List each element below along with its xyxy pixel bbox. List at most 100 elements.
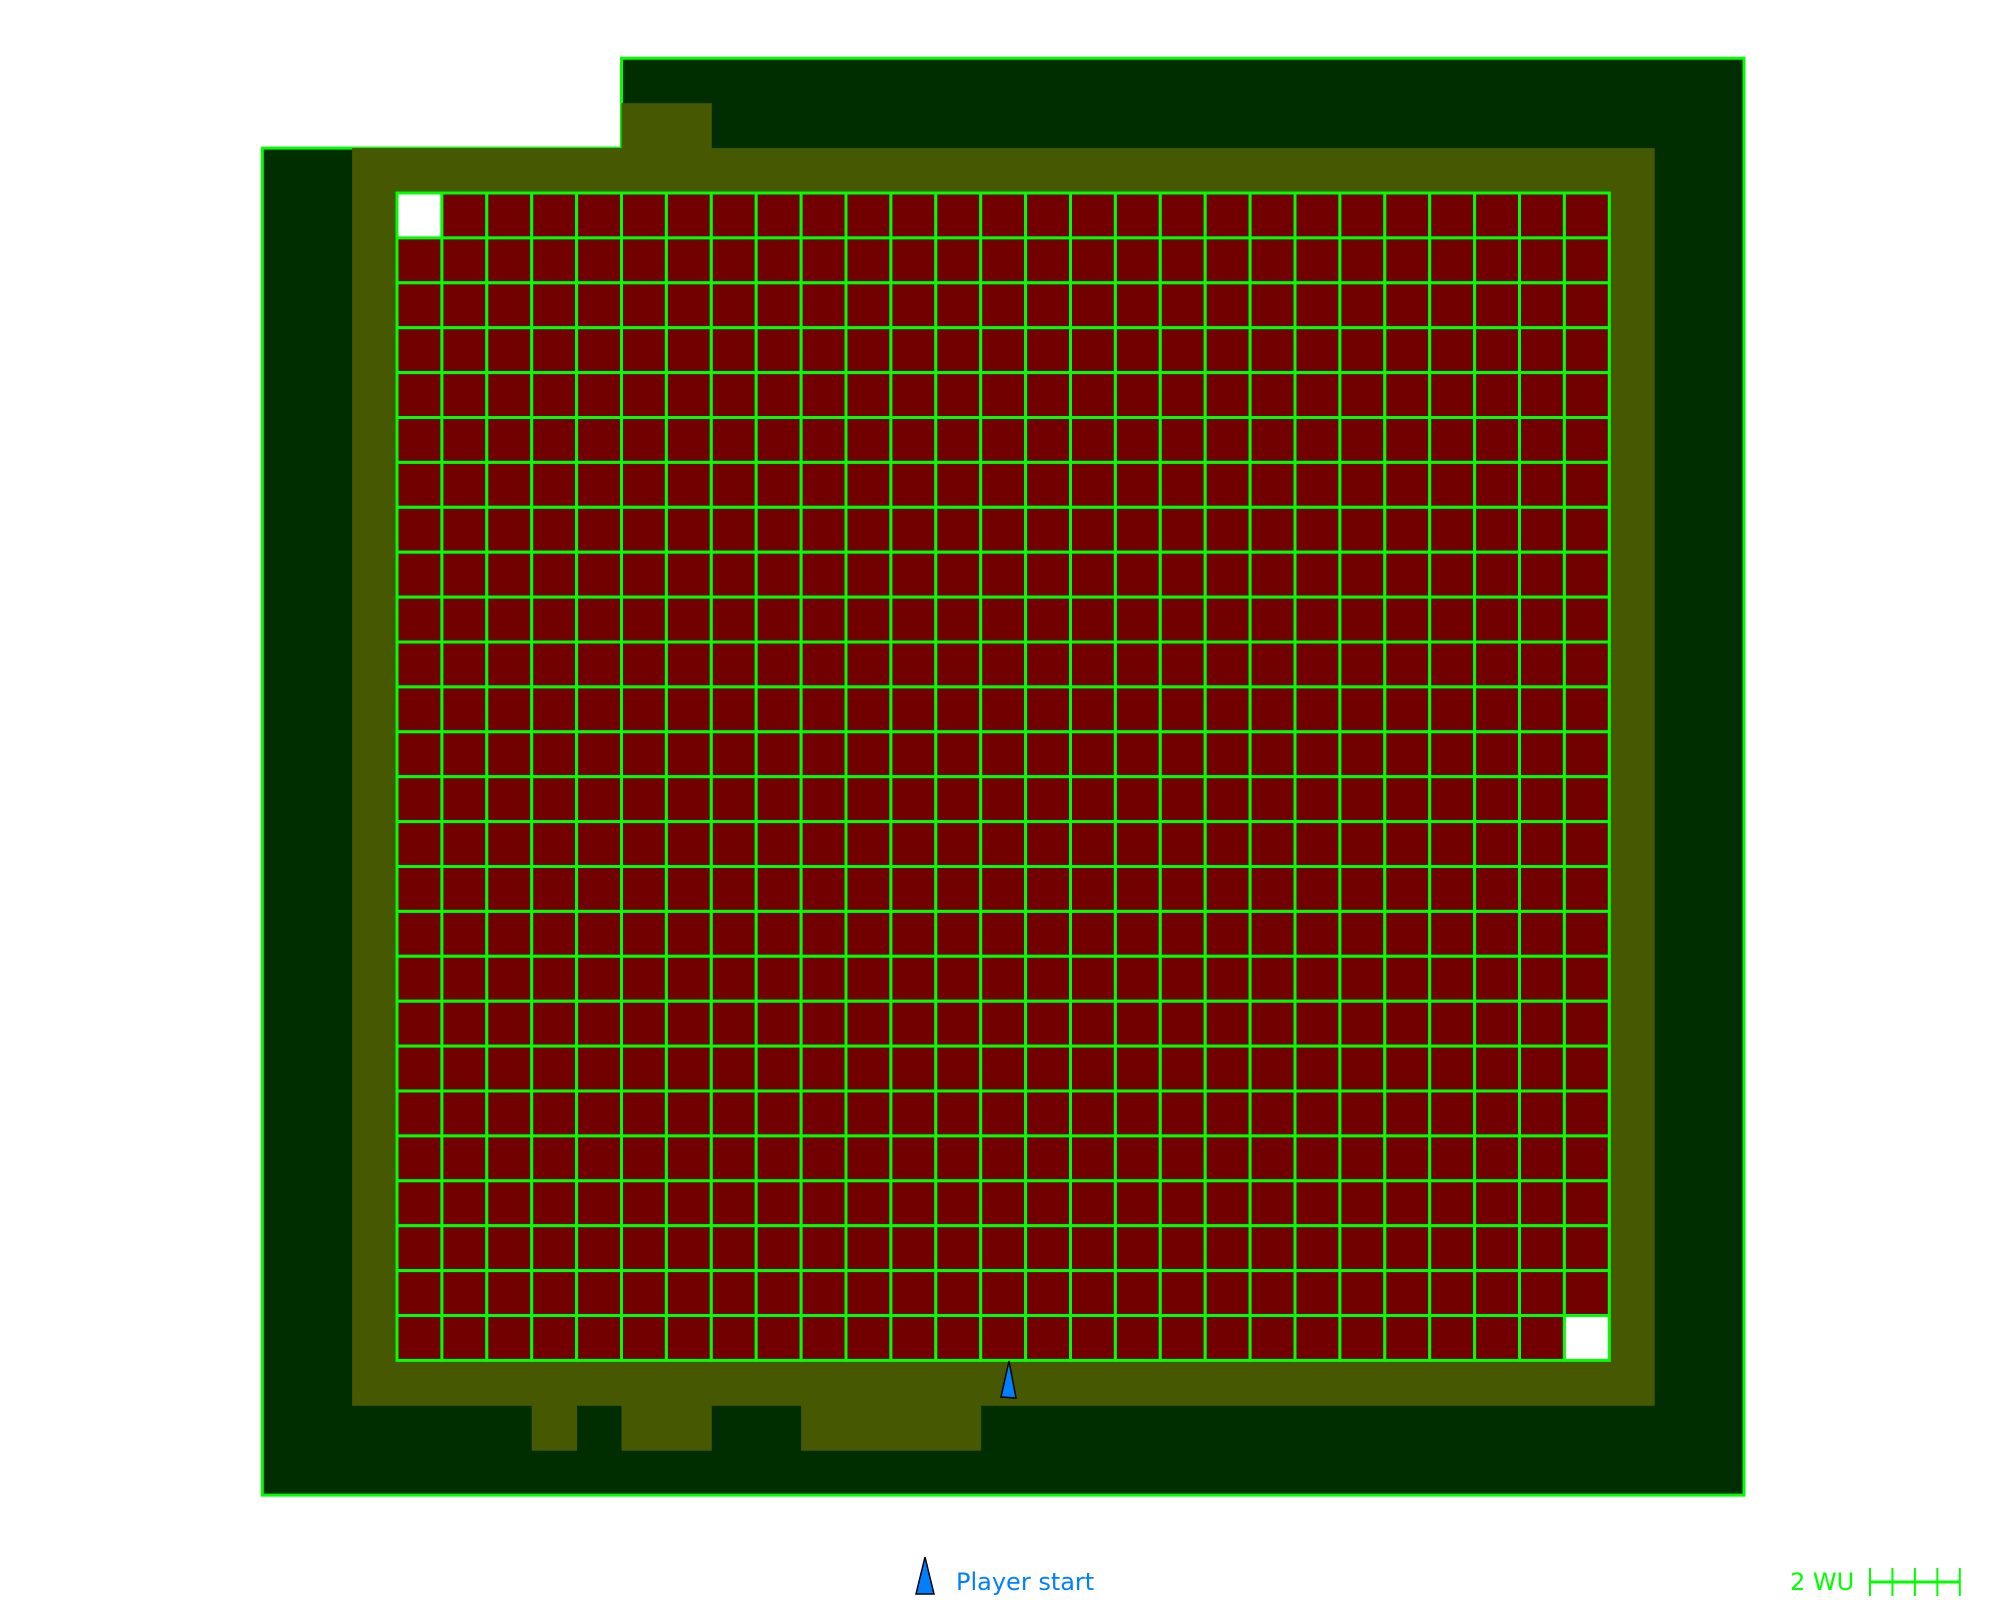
cell [1248, 281, 1297, 330]
cell [844, 685, 893, 734]
cell [709, 999, 758, 1048]
cell [1203, 865, 1252, 913]
cell [1203, 550, 1252, 599]
cell [1293, 1269, 1342, 1317]
cell [395, 999, 444, 1048]
cell [1338, 685, 1387, 734]
cell [1473, 954, 1521, 1003]
cell [575, 1269, 623, 1317]
cell [889, 1269, 938, 1317]
cell [575, 999, 623, 1048]
cell [1383, 999, 1432, 1048]
cell [1518, 1224, 1566, 1273]
cell [1518, 999, 1566, 1048]
cell [1383, 1269, 1432, 1317]
cell [530, 1314, 579, 1362]
cell [1203, 999, 1252, 1048]
cell [530, 775, 579, 824]
cell [575, 371, 623, 420]
cell [1069, 595, 1117, 644]
cell [485, 1224, 534, 1273]
cell [485, 775, 534, 824]
cell [1518, 371, 1566, 420]
cell [620, 909, 668, 958]
cell [1428, 640, 1477, 689]
cell [1203, 1044, 1252, 1093]
cell [1473, 775, 1521, 824]
cell [979, 460, 1028, 509]
cell [1428, 909, 1477, 958]
cell [620, 1134, 668, 1183]
cell [530, 550, 579, 599]
cell [1562, 371, 1611, 420]
cell [1428, 1224, 1477, 1273]
cell [1562, 640, 1611, 689]
cell [1518, 1269, 1566, 1317]
cell [1158, 505, 1207, 554]
cell [1158, 640, 1207, 689]
cell [1158, 595, 1207, 644]
cell [1158, 371, 1207, 420]
cell [1383, 1179, 1432, 1228]
cell [440, 1134, 489, 1183]
cell [1428, 775, 1477, 824]
cell [754, 775, 803, 824]
cell [1383, 954, 1432, 1003]
cell [1024, 1044, 1072, 1093]
cell [1428, 1134, 1477, 1183]
cell [1473, 640, 1521, 689]
cell [1248, 460, 1297, 509]
cell [620, 1044, 668, 1093]
cell [1293, 1089, 1342, 1138]
cell [1338, 1134, 1387, 1183]
cell [1069, 640, 1117, 689]
cell [1069, 371, 1117, 420]
cell [934, 326, 983, 375]
cell [979, 1089, 1028, 1138]
cell [889, 775, 938, 824]
cell [709, 1269, 758, 1317]
cell [1203, 685, 1252, 734]
cell [1428, 460, 1477, 509]
cell [1383, 685, 1432, 734]
cell [754, 954, 803, 1003]
cell [709, 371, 758, 420]
cell [395, 640, 444, 689]
cell [709, 326, 758, 375]
cell [530, 730, 579, 779]
cell [1203, 1089, 1252, 1138]
cell [575, 416, 623, 464]
cell [889, 1134, 938, 1183]
cell [1113, 640, 1162, 689]
cell [799, 820, 848, 868]
cell [395, 505, 444, 554]
cell [1562, 865, 1611, 913]
cell [934, 550, 983, 599]
cell [934, 730, 983, 779]
cell [934, 865, 983, 913]
cell [1562, 1044, 1611, 1093]
cell [485, 371, 534, 420]
cell [395, 1269, 444, 1317]
cell [530, 999, 579, 1048]
cell [620, 1089, 668, 1138]
cell [1113, 1134, 1162, 1183]
cell [530, 595, 579, 644]
cell [1562, 1134, 1611, 1183]
cell [1203, 595, 1252, 644]
cell [1158, 865, 1207, 913]
cell [575, 1224, 623, 1273]
cell [1518, 1089, 1566, 1138]
cell [1562, 505, 1611, 554]
cell [1383, 775, 1432, 824]
cell [620, 775, 668, 824]
cell [889, 550, 938, 599]
cell [709, 1179, 758, 1228]
cell [889, 954, 938, 1003]
cell [1473, 1134, 1521, 1183]
cell [1203, 281, 1252, 330]
cell [889, 1179, 938, 1228]
cell [620, 460, 668, 509]
player-start-marker[interactable] [1000, 1360, 1017, 1399]
cell [1069, 820, 1117, 868]
